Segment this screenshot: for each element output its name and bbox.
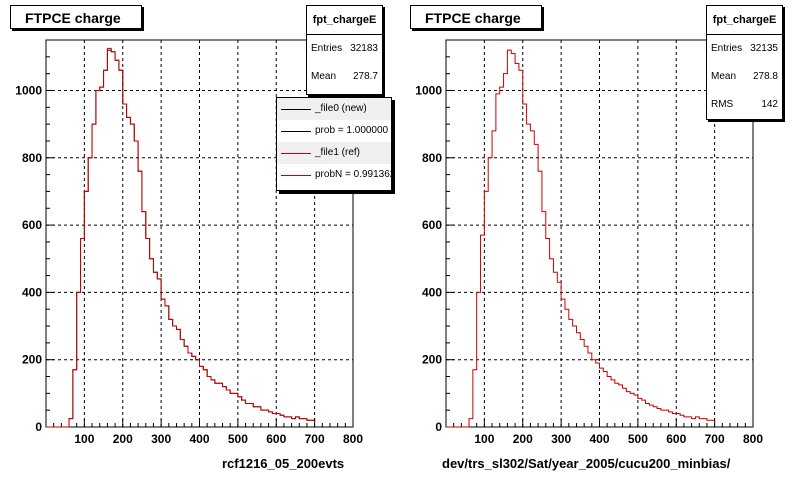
x-tick-label: 300 xyxy=(151,432,171,446)
legend-swatch xyxy=(281,130,311,132)
stats-name: fpt_chargeE xyxy=(307,6,382,35)
x-tick-label: 200 xyxy=(513,432,533,446)
legend-entry: _file1 (ref) xyxy=(277,142,391,164)
x-tick-label: 100 xyxy=(74,432,94,446)
x-tick-label: 100 xyxy=(474,432,494,446)
x-tick-label: 400 xyxy=(589,432,609,446)
legend-swatch xyxy=(281,108,311,110)
stats-row-mean: Mean 278.8 xyxy=(707,63,782,91)
chart-right: 100 200 300 400 500 600 700 800 0 200 400 600 800 100… xyxy=(415,39,763,446)
pad-left: 100 200 300 400 500 600 700 800 0 200 400 600 800 100… xyxy=(10,5,392,471)
y-tick-label: 800 xyxy=(422,151,442,165)
pad-title: FTPCE charge xyxy=(10,5,142,29)
legend-label: prob = 1.000000 xyxy=(315,125,389,136)
x-tick-label: 200 xyxy=(113,432,133,446)
stats-value: 142 xyxy=(761,99,778,110)
x-axis-label: rcf1216_05_200evts xyxy=(222,456,345,471)
legend-entry: prob = 1.000000 xyxy=(277,120,391,142)
y-tick-label: 400 xyxy=(22,285,42,299)
y-tick-label: 1000 xyxy=(15,83,42,97)
legend-label: _file0 (new) xyxy=(315,103,367,114)
stats-label: Entries xyxy=(311,43,343,54)
stats-row-rms: RMS 142 xyxy=(707,91,782,119)
legend-label: _file1 (ref) xyxy=(315,147,361,158)
x-tick-label: 600 xyxy=(666,432,686,446)
stats-value: 32183 xyxy=(350,43,378,54)
x-tick-label: 800 xyxy=(343,432,363,446)
y-tick-label: 200 xyxy=(22,353,42,367)
x-tick-label: 400 xyxy=(189,432,209,446)
legend-entry: probN = 0.991362 xyxy=(277,164,391,186)
y-tick-label: 400 xyxy=(422,285,442,299)
legend-swatch xyxy=(281,174,311,176)
x-tick-label: 600 xyxy=(266,432,286,446)
series-line xyxy=(46,49,315,428)
stats-row-mean: Mean 278.7 xyxy=(307,63,382,91)
y-tick-label: 600 xyxy=(422,218,442,232)
stats-box: fpt_chargeE Entries 32135 Mean 278.8 RMS… xyxy=(706,5,783,120)
stats-row-entries: Entries 32183 xyxy=(307,35,382,63)
y-tick-label: 600 xyxy=(22,218,42,232)
pad-right: 100 200 300 400 500 600 700 800 0 200 400 600 800 100… xyxy=(400,0,800,480)
stats-name: fpt_chargeE xyxy=(707,6,782,35)
x-tick-label: 700 xyxy=(705,432,725,446)
x-tick-label: 500 xyxy=(228,432,248,446)
y-tick-label: 800 xyxy=(22,151,42,165)
pad-title: FTPCE charge xyxy=(410,5,542,29)
legend: _file0 (new) prob = 1.000000 _file1 (ref… xyxy=(276,97,392,191)
series-line xyxy=(446,49,715,428)
stats-value: 32135 xyxy=(750,43,778,54)
stats-label: Mean xyxy=(311,71,337,82)
legend-label: probN = 0.991362 xyxy=(315,169,392,180)
y-tick-label: 200 xyxy=(422,353,442,367)
x-axis-label: dev/trs_sl302/Sat/year_2005/cucu200_minb… xyxy=(442,456,731,471)
y-tick-label: 0 xyxy=(35,420,42,434)
stats-label: Mean xyxy=(711,71,737,82)
x-tick-label: 500 xyxy=(628,432,648,446)
stats-box: fpt_chargeE Entries 32183 Mean 278.7 xyxy=(306,5,383,95)
chart-left: 100 200 300 400 500 600 700 800 0 200 400 600 800 100… xyxy=(15,39,363,446)
legend-swatch xyxy=(281,152,311,154)
stats-value: 278.8 xyxy=(752,71,778,82)
stats-label: Entries xyxy=(711,43,743,54)
x-tick-label: 300 xyxy=(551,432,571,446)
stats-row-entries: Entries 32135 xyxy=(707,35,782,63)
y-tick-label: 0 xyxy=(435,420,442,434)
x-tick-label: 700 xyxy=(305,432,325,446)
y-tick-label: 1000 xyxy=(415,83,442,97)
x-tick-label: 800 xyxy=(743,432,763,446)
stats-label: RMS xyxy=(711,99,734,110)
series-line xyxy=(46,47,315,428)
stats-value: 278.7 xyxy=(352,71,378,82)
legend-entry: _file0 (new) xyxy=(277,98,391,120)
